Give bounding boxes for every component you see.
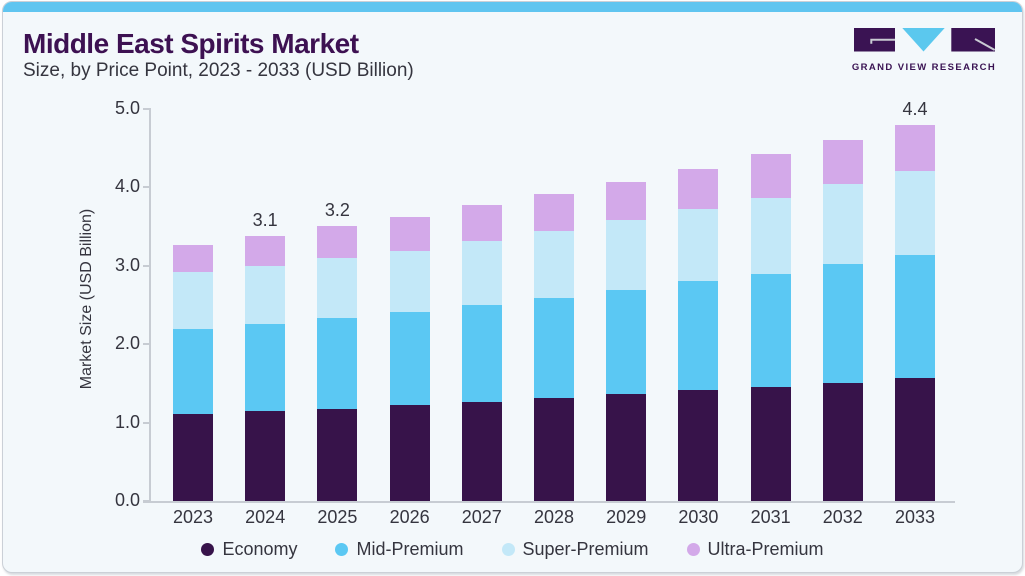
x-tick-label-2033: 2033 [894, 507, 936, 527]
legend-item-economy: Economy [201, 539, 297, 560]
x-axis-line [143, 501, 955, 503]
x-tick-label-2027: 2027 [461, 507, 502, 527]
gvr-logo: GRAND VIEW RESEARCH [850, 28, 998, 73]
super-premium-swatch-icon [501, 543, 515, 556]
y-axis-tick [143, 500, 151, 502]
y-tick-label: 3.0 [114, 254, 140, 275]
bar-segment-2025-mid-premium [317, 317, 358, 410]
x-tick-label-2028: 2028 [533, 507, 575, 527]
page-subtitle: Size, by Price Point, 2023 - 2033 (USD B… [23, 60, 414, 81]
bar-segment-2026-economy [389, 405, 430, 501]
bar-segment-2025-ultra-premium [317, 225, 358, 258]
bar-segment-2032-mid-premium [822, 264, 863, 383]
bar-segment-2025-super-premium [317, 257, 358, 318]
bar-segment-2033-ultra-premium [895, 124, 935, 171]
bar-segment-2026-ultra-premium [389, 217, 430, 251]
y-axis-tick [143, 108, 151, 110]
mid-premium-swatch-icon [335, 543, 349, 556]
legend-label: Super-Premium [522, 539, 649, 559]
legend-label: Economy [222, 539, 298, 559]
bar-value-label-2024: 3.1 [252, 210, 278, 230]
bar-segment-2029-ultra-premium [606, 181, 647, 220]
y-tick-label: 2.0 [114, 333, 140, 354]
bar-segment-2032-super-premium [822, 184, 863, 265]
bar-segment-2029-mid-premium [606, 290, 647, 395]
bar-segment-2030-mid-premium [678, 280, 719, 391]
bar-segment-2031-economy [750, 387, 791, 501]
y-axis-tick [143, 343, 151, 346]
bar-segment-2031-mid-premium [750, 273, 791, 388]
bar-segment-2024-mid-premium [245, 323, 286, 411]
bar-segment-2030-ultra-premium [678, 168, 719, 209]
y-axis-line [149, 108, 151, 502]
bar-segment-2031-ultra-premium [750, 154, 791, 198]
bar-segment-2033-economy [895, 377, 935, 501]
x-tick-label-2026: 2026 [389, 507, 430, 527]
x-tick-label-2029: 2029 [606, 507, 647, 527]
ultra-premium-swatch-icon [686, 543, 700, 556]
y-axis-tick [143, 264, 151, 267]
bar-segment-2024-ultra-premium [245, 236, 286, 266]
x-tick-label-2025: 2025 [317, 507, 358, 527]
x-tick-label-2023: 2023 [172, 507, 214, 527]
bar-segment-2024-super-premium [245, 265, 286, 324]
chart-area: Market Size (USD Billion) 0.0 1.0 2.0 3.0 4.… [3, 2, 1022, 572]
bar-segment-2028-mid-premium [534, 297, 574, 399]
bar-segment-2023-mid-premium [173, 328, 213, 414]
bar-value-label-2033: 4.4 [902, 98, 928, 119]
bar-segment-2030-economy [678, 390, 719, 501]
x-tick-label-2024: 2024 [245, 507, 286, 527]
y-tick-label: 5.0 [114, 98, 140, 118]
bar-segment-2032-ultra-premium [822, 140, 863, 185]
x-tick-label-2032: 2032 [822, 507, 863, 527]
bar-segment-2029-super-premium [606, 219, 647, 291]
bar-segment-2027-economy [461, 402, 502, 501]
economy-swatch-icon [201, 543, 215, 556]
bar-segment-2025-economy [317, 409, 358, 501]
legend: Economy Mid-Premium Super-Premium Ultra-… [3, 539, 1022, 560]
gvr-logo-text: GRAND VIEW RESEARCH [851, 62, 997, 73]
bar-segment-2029-economy [606, 394, 647, 501]
bar-segment-2031-super-premium [750, 197, 791, 274]
bar-segment-2028-super-premium [534, 231, 574, 298]
legend-label: Mid-Premium [356, 539, 464, 559]
bar-segment-2032-economy [822, 382, 863, 501]
y-axis-tick [143, 421, 151, 424]
bar-segment-2027-super-premium [461, 241, 502, 305]
y-tick-label: 1.0 [114, 411, 140, 432]
legend-item-super-premium: Super-Premium [501, 539, 649, 560]
y-axis-title: Market Size (USD Billion) [78, 208, 95, 390]
bar-segment-2026-super-premium [389, 250, 430, 313]
legend-item-ultra-premium: Ultra-Premium [686, 539, 824, 560]
bar-segment-2033-mid-premium [895, 254, 935, 378]
bar-segment-2028-ultra-premium [534, 193, 574, 232]
page-title: Middle East Spirits Market [23, 28, 359, 59]
accent-strip [3, 2, 1022, 12]
x-tick-label-2031: 2031 [750, 507, 791, 527]
bar-segment-2026-mid-premium [389, 312, 430, 406]
bar-segment-2030-super-premium [678, 208, 719, 281]
bar-segment-2033-super-premium [895, 170, 935, 255]
bar-segment-2023-ultra-premium [173, 244, 213, 273]
y-tick-label: 4.0 [114, 176, 140, 197]
bar-segment-2023-super-premium [173, 272, 213, 329]
bar-segment-2027-mid-premium [461, 305, 502, 403]
y-axis-tick [143, 186, 151, 189]
x-tick-label-2030: 2030 [678, 507, 719, 527]
legend-item-mid-premium: Mid-Premium [335, 539, 464, 560]
bar-segment-2027-ultra-premium [461, 205, 502, 242]
y-tick-label: 0.0 [114, 490, 140, 510]
legend-label: Ultra-Premium [707, 539, 824, 559]
bar-segment-2028-economy [534, 398, 574, 501]
gvr-logo-mark-icon [853, 28, 995, 52]
bar-segment-2024-economy [245, 410, 286, 501]
bar-value-label-2025: 3.2 [324, 199, 350, 220]
bar-segment-2023-economy [173, 413, 213, 501]
